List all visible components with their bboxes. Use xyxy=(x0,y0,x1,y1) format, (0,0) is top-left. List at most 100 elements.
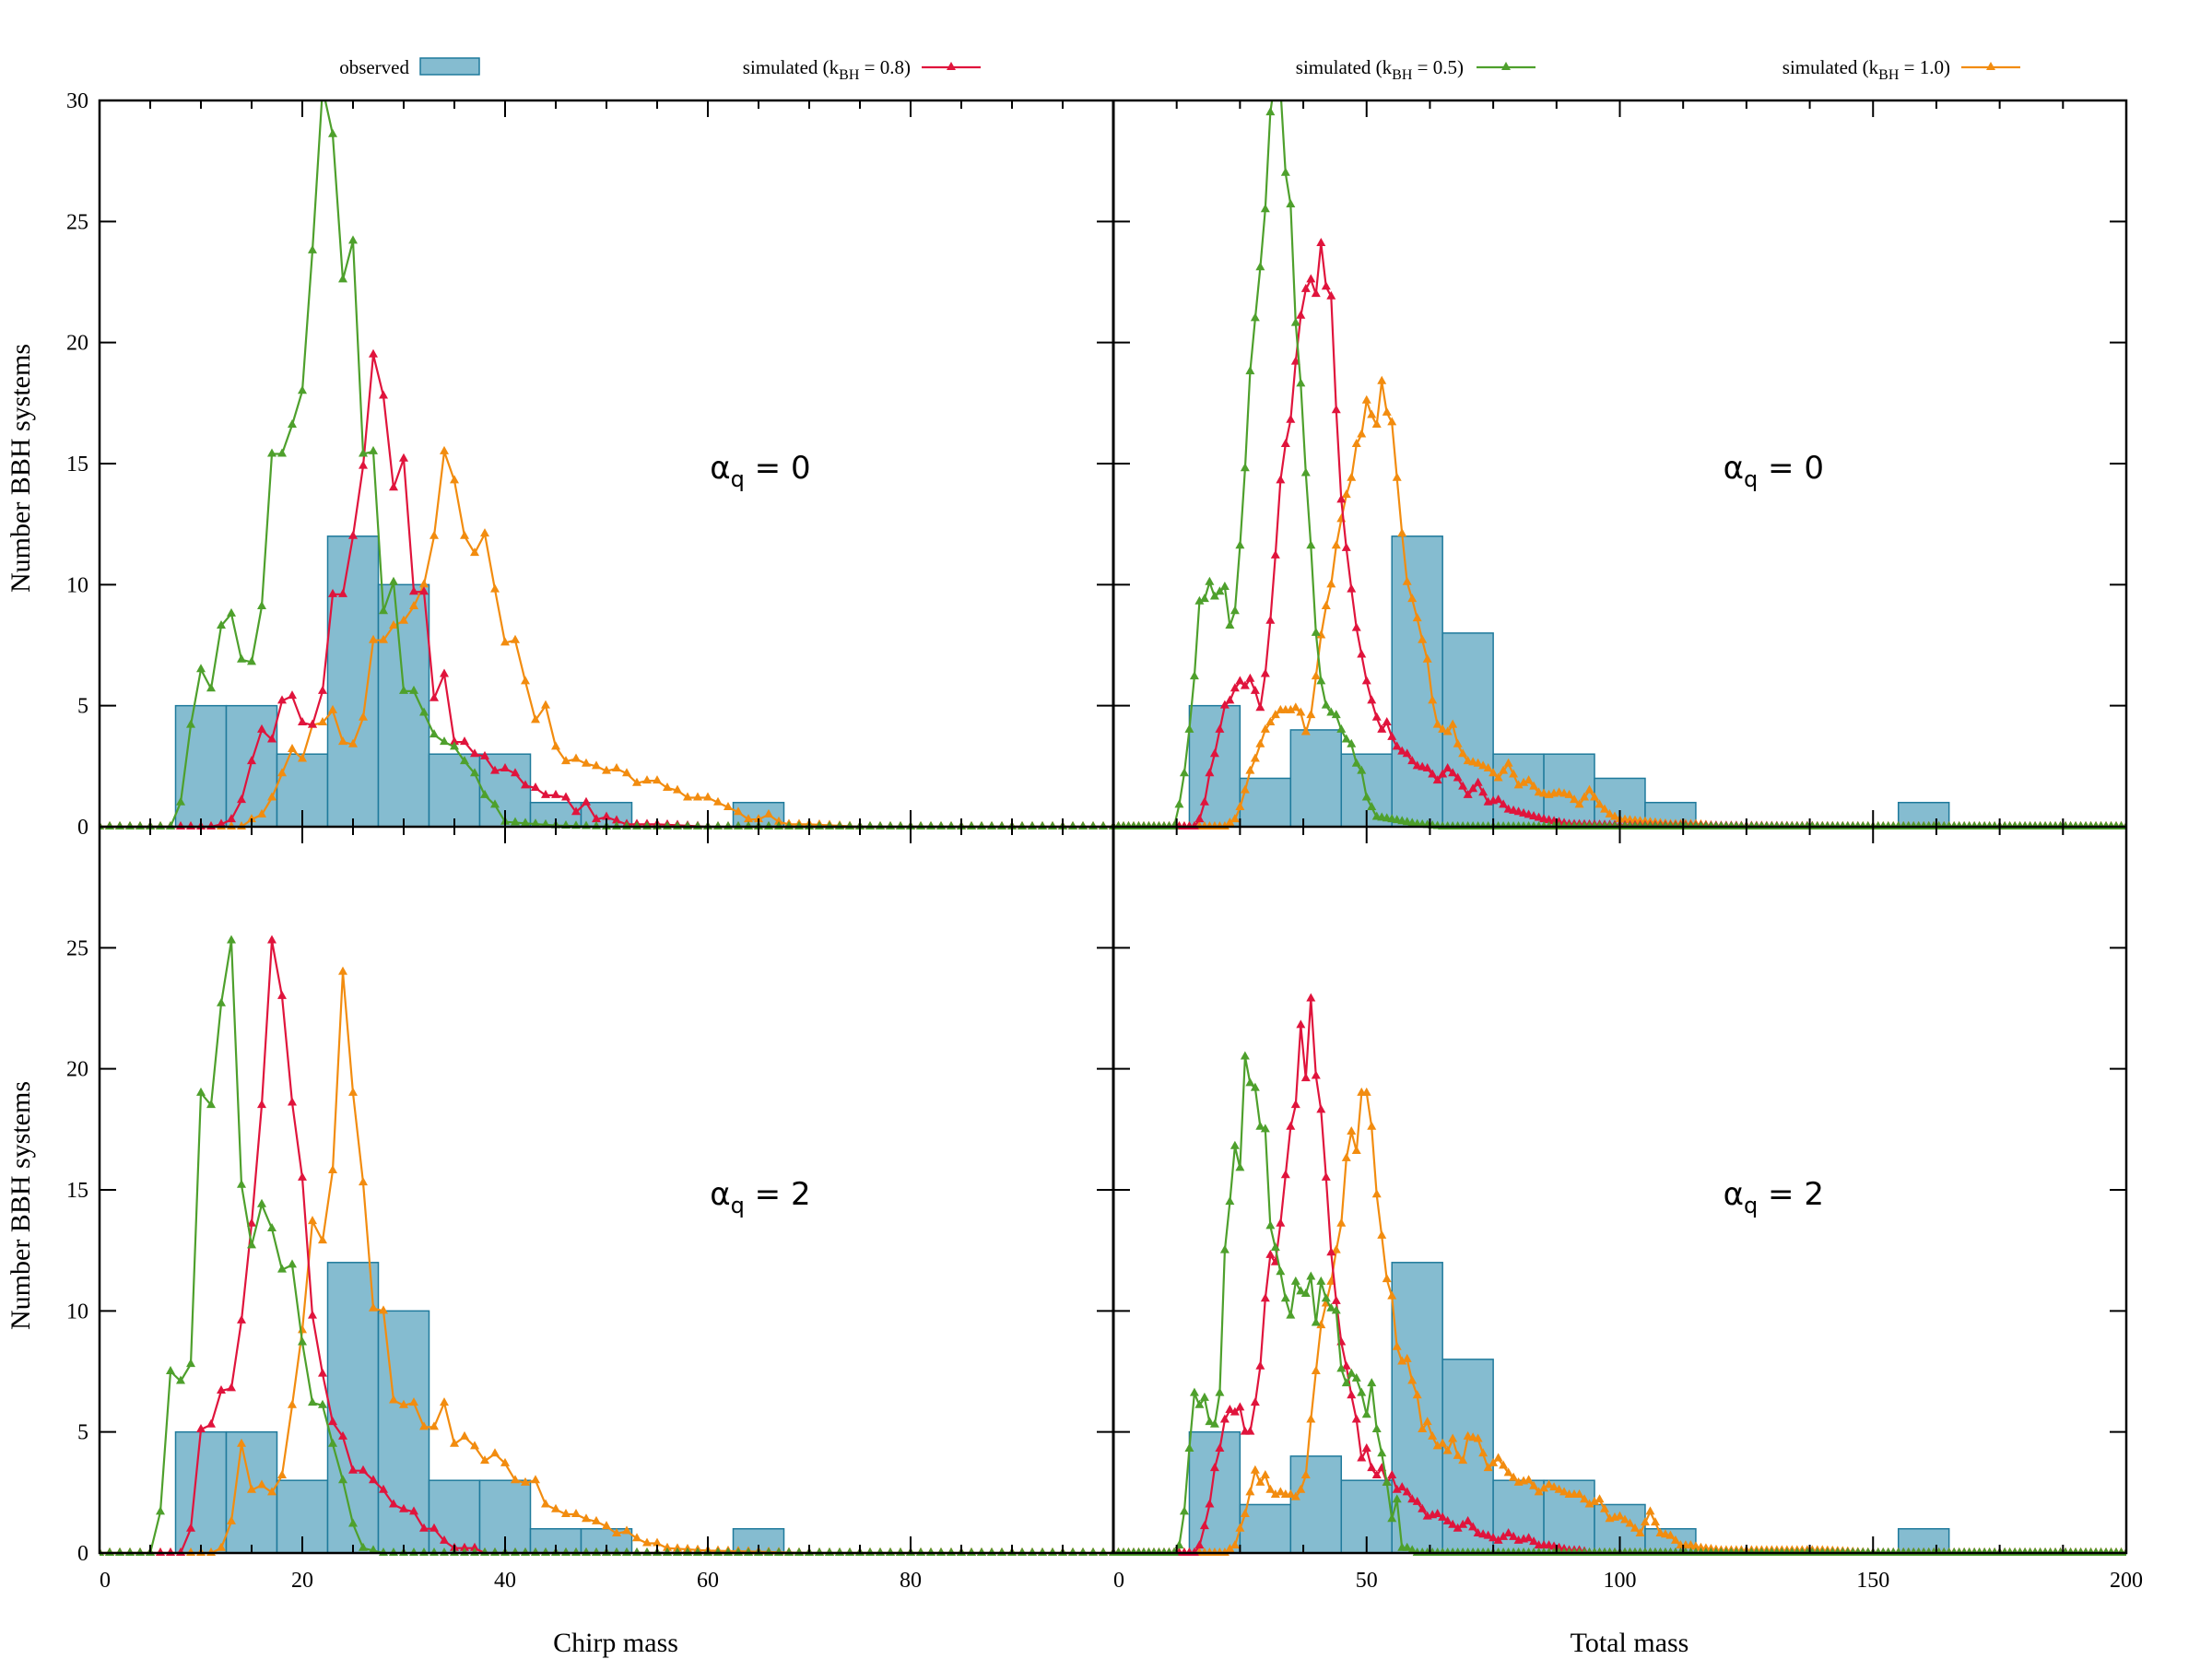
series-marker-k05 xyxy=(1311,1317,1321,1326)
series-marker-k10 xyxy=(277,1469,287,1478)
series-marker-k05 xyxy=(1230,606,1240,615)
panel-label-alpha: αq = 2 xyxy=(1724,1176,1824,1218)
series-marker-k08 xyxy=(1371,1469,1382,1478)
series-marker-k08 xyxy=(369,1475,378,1484)
series-marker-k08 xyxy=(1387,1469,1397,1478)
series-marker-k05 xyxy=(1245,1077,1255,1087)
series-marker-k10 xyxy=(592,1515,601,1524)
series-marker-k08 xyxy=(541,789,550,798)
series-marker-k10 xyxy=(1225,1544,1235,1553)
series-marker-k05 xyxy=(1038,821,1047,830)
series-marker-k05 xyxy=(876,1547,885,1556)
series-marker-k05 xyxy=(1387,1513,1397,1523)
series-marker-k05 xyxy=(876,821,885,830)
series-marker-k05 xyxy=(1367,1378,1377,1387)
series-marker-k05 xyxy=(1276,1266,1286,1276)
series-marker-k10 xyxy=(1509,769,1519,778)
series-marker-k05 xyxy=(967,821,976,830)
series-marker-k10 xyxy=(1600,804,1610,813)
series-marker-k05 xyxy=(1230,1140,1240,1149)
series-marker-k10 xyxy=(1640,1517,1650,1526)
series-marker-k10 xyxy=(1311,1366,1321,1374)
series-marker-k05 xyxy=(176,1375,185,1384)
series-marker-k10 xyxy=(511,634,520,643)
series-marker-k05 xyxy=(997,1547,1006,1556)
series-marker-k10 xyxy=(1635,1527,1645,1536)
series-marker-k08 xyxy=(1215,724,1225,733)
series-marker-k10 xyxy=(1392,1341,1402,1350)
series-marker-k10 xyxy=(1367,1121,1377,1130)
series-marker-k08 xyxy=(1311,1070,1321,1079)
series-marker-k05 xyxy=(166,1366,175,1374)
series-marker-k08 xyxy=(399,1503,408,1512)
series-marker-k08 xyxy=(1402,1487,1412,1496)
series-marker-k08 xyxy=(1321,1171,1331,1181)
series-marker-k10 xyxy=(1519,1476,1529,1485)
series-marker-k05 xyxy=(490,799,500,808)
ticks xyxy=(99,827,1114,1554)
series-marker-k10 xyxy=(1529,1480,1539,1489)
series-marker-k08 xyxy=(1235,1402,1245,1411)
series-marker-k08 xyxy=(1397,1482,1407,1491)
series-marker-k10 xyxy=(369,634,378,643)
series-marker-k08 xyxy=(1225,1405,1235,1414)
series-marker-k05 xyxy=(1184,724,1194,733)
histogram-bar xyxy=(1289,1455,1343,1554)
series-marker-k10 xyxy=(500,637,510,646)
series-marker-k08 xyxy=(156,1547,165,1556)
series-marker-k05 xyxy=(196,1087,206,1096)
series-marker-k10 xyxy=(612,1527,621,1536)
series-marker-k08 xyxy=(582,796,591,806)
series-marker-k10 xyxy=(470,547,479,557)
series-marker-k10 xyxy=(1418,1424,1428,1433)
series-marker-k05 xyxy=(1255,262,1265,271)
series-marker-k08 xyxy=(348,530,358,539)
series-marker-k08 xyxy=(1250,685,1260,694)
series-marker-k08 xyxy=(1240,680,1250,689)
x-tick-label: 40 xyxy=(494,1569,516,1593)
series-marker-k08 xyxy=(409,586,418,595)
series-marker-k05 xyxy=(298,1336,307,1346)
series-marker-k05 xyxy=(1296,378,1306,387)
series-marker-k10 xyxy=(1610,1512,1620,1521)
series-marker-k10 xyxy=(267,792,276,801)
series-marker-k10 xyxy=(1225,818,1235,827)
series-marker-k05 xyxy=(1341,1378,1351,1387)
series-marker-k08 xyxy=(267,935,276,944)
series-marker-k10 xyxy=(1428,695,1438,704)
series-marker-k08 xyxy=(338,588,347,597)
histogram-bar xyxy=(1289,729,1343,828)
series-marker-k08 xyxy=(1331,405,1341,414)
series-marker-k10 xyxy=(288,1399,297,1408)
series-marker-k05 xyxy=(1392,1494,1402,1503)
series-marker-k10 xyxy=(1594,799,1605,808)
series-marker-k05 xyxy=(1286,198,1296,207)
series-marker-k05 xyxy=(1326,1302,1336,1312)
series-marker-k05 xyxy=(1382,813,1392,822)
series-marker-k05 xyxy=(156,1506,165,1515)
series-marker-k08 xyxy=(1524,809,1534,818)
series-marker-k10 xyxy=(1300,1469,1311,1478)
panel-label-alpha: αq = 0 xyxy=(710,450,810,492)
series-marker-k10 xyxy=(460,1430,469,1440)
histogram-bar xyxy=(326,1262,380,1554)
series-marker-k05 xyxy=(1290,1276,1300,1285)
x-tick-label: 150 xyxy=(1856,1569,1889,1593)
series-marker-k05 xyxy=(1028,1547,1037,1556)
histogram-bar xyxy=(225,704,278,828)
series-marker-k08 xyxy=(1357,1453,1367,1462)
series-marker-k05 xyxy=(277,1264,287,1273)
y-tick-label: 5 xyxy=(77,695,88,719)
series-marker-k08 xyxy=(1418,1503,1428,1512)
series-marker-k08 xyxy=(186,1523,195,1532)
series-marker-k10 xyxy=(1453,738,1463,747)
series-marker-k08 xyxy=(1260,1293,1270,1302)
histogram-bar xyxy=(377,1310,430,1554)
series-marker-k10 xyxy=(653,1537,662,1547)
series-marker-k05 xyxy=(1179,1506,1189,1515)
series-marker-k10 xyxy=(632,1533,641,1542)
series-marker-k05 xyxy=(1199,1392,1209,1401)
series-marker-k10 xyxy=(1493,1453,1503,1462)
series-marker-k08 xyxy=(247,1218,256,1227)
y-tick-label: 25 xyxy=(66,936,88,960)
